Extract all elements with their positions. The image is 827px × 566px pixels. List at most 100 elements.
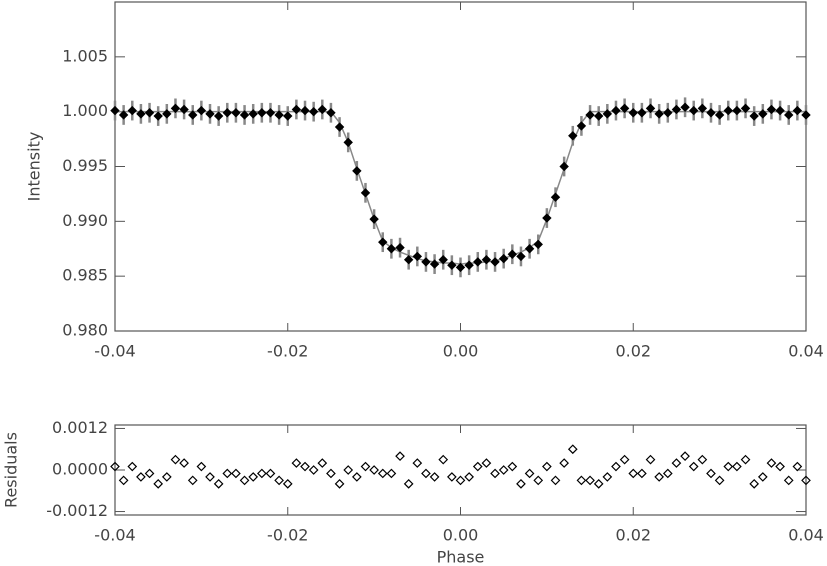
x-tick-label: -0.02	[267, 526, 308, 545]
data-point	[144, 108, 155, 118]
data-point	[542, 461, 552, 472]
data-point	[395, 242, 405, 253]
data-point	[343, 137, 353, 148]
x-tick-label: -0.02	[267, 342, 308, 361]
data-point	[784, 110, 794, 120]
data-point	[498, 253, 509, 264]
data-point	[524, 244, 535, 254]
data-point	[421, 468, 431, 479]
data-point	[352, 472, 362, 482]
data-point	[162, 109, 172, 119]
data-point	[291, 104, 302, 115]
data-point	[602, 109, 613, 119]
data-point	[256, 468, 267, 479]
data-point	[274, 110, 284, 120]
data-point	[213, 111, 224, 121]
data-point	[438, 454, 449, 465]
data-point	[619, 103, 630, 114]
data-point	[740, 103, 751, 114]
data-point	[766, 458, 777, 468]
data-point	[507, 249, 518, 259]
data-point	[801, 110, 811, 120]
data-point	[723, 105, 733, 116]
data-point	[766, 104, 777, 115]
y-tick-label: 0.990	[62, 211, 108, 230]
data-point	[472, 461, 483, 472]
data-point	[559, 161, 569, 172]
data-point	[611, 105, 621, 116]
data-point	[377, 468, 388, 479]
data-point	[386, 244, 397, 254]
y-tick-label: 1.005	[62, 46, 108, 65]
data-point	[248, 472, 259, 482]
x-tick-label: 0.00	[443, 342, 479, 361]
data-point	[403, 478, 414, 489]
data-point	[516, 251, 526, 262]
data-point	[188, 110, 198, 120]
data-point	[429, 259, 440, 269]
x-tick-label: 0.04	[788, 342, 824, 361]
data-point	[662, 468, 673, 479]
data-point	[421, 257, 431, 267]
data-point	[576, 475, 587, 486]
data-point	[524, 468, 535, 479]
data-point	[213, 478, 224, 489]
data-point	[282, 478, 293, 489]
data-point	[231, 468, 241, 479]
data-point	[481, 458, 492, 468]
data-point	[386, 468, 397, 479]
data-point	[628, 468, 639, 479]
data-point	[611, 461, 621, 472]
data-point	[628, 108, 638, 118]
x-axis-label: Phase	[437, 548, 485, 566]
data-point	[179, 104, 189, 115]
data-point	[196, 461, 207, 472]
data-point	[248, 109, 258, 119]
data-point	[170, 454, 181, 465]
data-point	[438, 255, 448, 265]
data-point	[153, 111, 163, 121]
data-point	[447, 472, 457, 482]
y-axis-label: Intensity	[25, 132, 44, 202]
data-point	[239, 475, 250, 486]
data-point	[455, 262, 466, 273]
data-point	[308, 465, 319, 475]
data-point	[593, 478, 604, 489]
data-point	[110, 105, 120, 116]
data-point	[654, 472, 665, 482]
data-point	[697, 103, 708, 114]
data-point	[473, 257, 483, 267]
data-point	[689, 105, 699, 116]
data-point	[257, 108, 267, 118]
data-point	[464, 472, 474, 482]
data-point	[153, 478, 164, 489]
data-point	[429, 472, 440, 482]
data-point	[205, 472, 215, 482]
data-point	[360, 188, 371, 198]
data-point	[550, 475, 561, 486]
data-point	[403, 255, 414, 265]
x-tick-label: 0.02	[615, 342, 651, 361]
data-point	[680, 102, 690, 112]
data-point	[464, 260, 474, 270]
plot-frame	[114, 424, 807, 516]
data-point	[196, 105, 207, 116]
plot-frame	[114, 1, 807, 332]
data-point	[205, 109, 215, 119]
y-tick-label: -0.0012	[46, 501, 108, 520]
data-point	[792, 105, 803, 116]
data-point	[516, 478, 526, 489]
data-point	[498, 465, 509, 475]
data-point	[576, 121, 587, 131]
data-point	[671, 458, 682, 468]
data-point	[231, 108, 241, 118]
data-point	[291, 458, 302, 468]
data-point	[239, 110, 250, 120]
data-point	[758, 109, 768, 119]
data-point	[680, 451, 690, 462]
data-point	[127, 461, 138, 472]
data-point	[533, 239, 543, 250]
data-point	[533, 475, 544, 486]
y-tick-label: 1.000	[62, 101, 108, 120]
